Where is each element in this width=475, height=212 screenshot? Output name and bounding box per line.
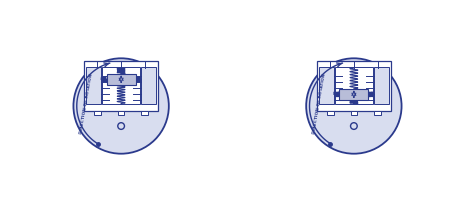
Bar xyxy=(86,67,101,105)
Bar xyxy=(142,111,148,114)
Bar xyxy=(340,89,368,100)
Bar xyxy=(118,111,124,114)
Bar xyxy=(141,67,156,105)
Bar xyxy=(319,67,334,105)
Bar xyxy=(317,61,391,111)
Bar xyxy=(102,67,140,105)
Bar xyxy=(84,61,158,111)
Text: DIRECTION OF ROTATION: DIRECTION OF ROTATION xyxy=(312,73,327,134)
Bar xyxy=(351,111,357,114)
Bar xyxy=(374,111,381,114)
Text: DIRECTION OF ROTATION: DIRECTION OF ROTATION xyxy=(79,73,94,134)
Bar xyxy=(327,111,333,114)
Bar xyxy=(374,67,389,105)
Bar xyxy=(94,111,101,114)
Circle shape xyxy=(306,58,401,154)
Bar xyxy=(107,74,135,85)
Bar xyxy=(335,67,373,105)
Circle shape xyxy=(74,58,169,154)
